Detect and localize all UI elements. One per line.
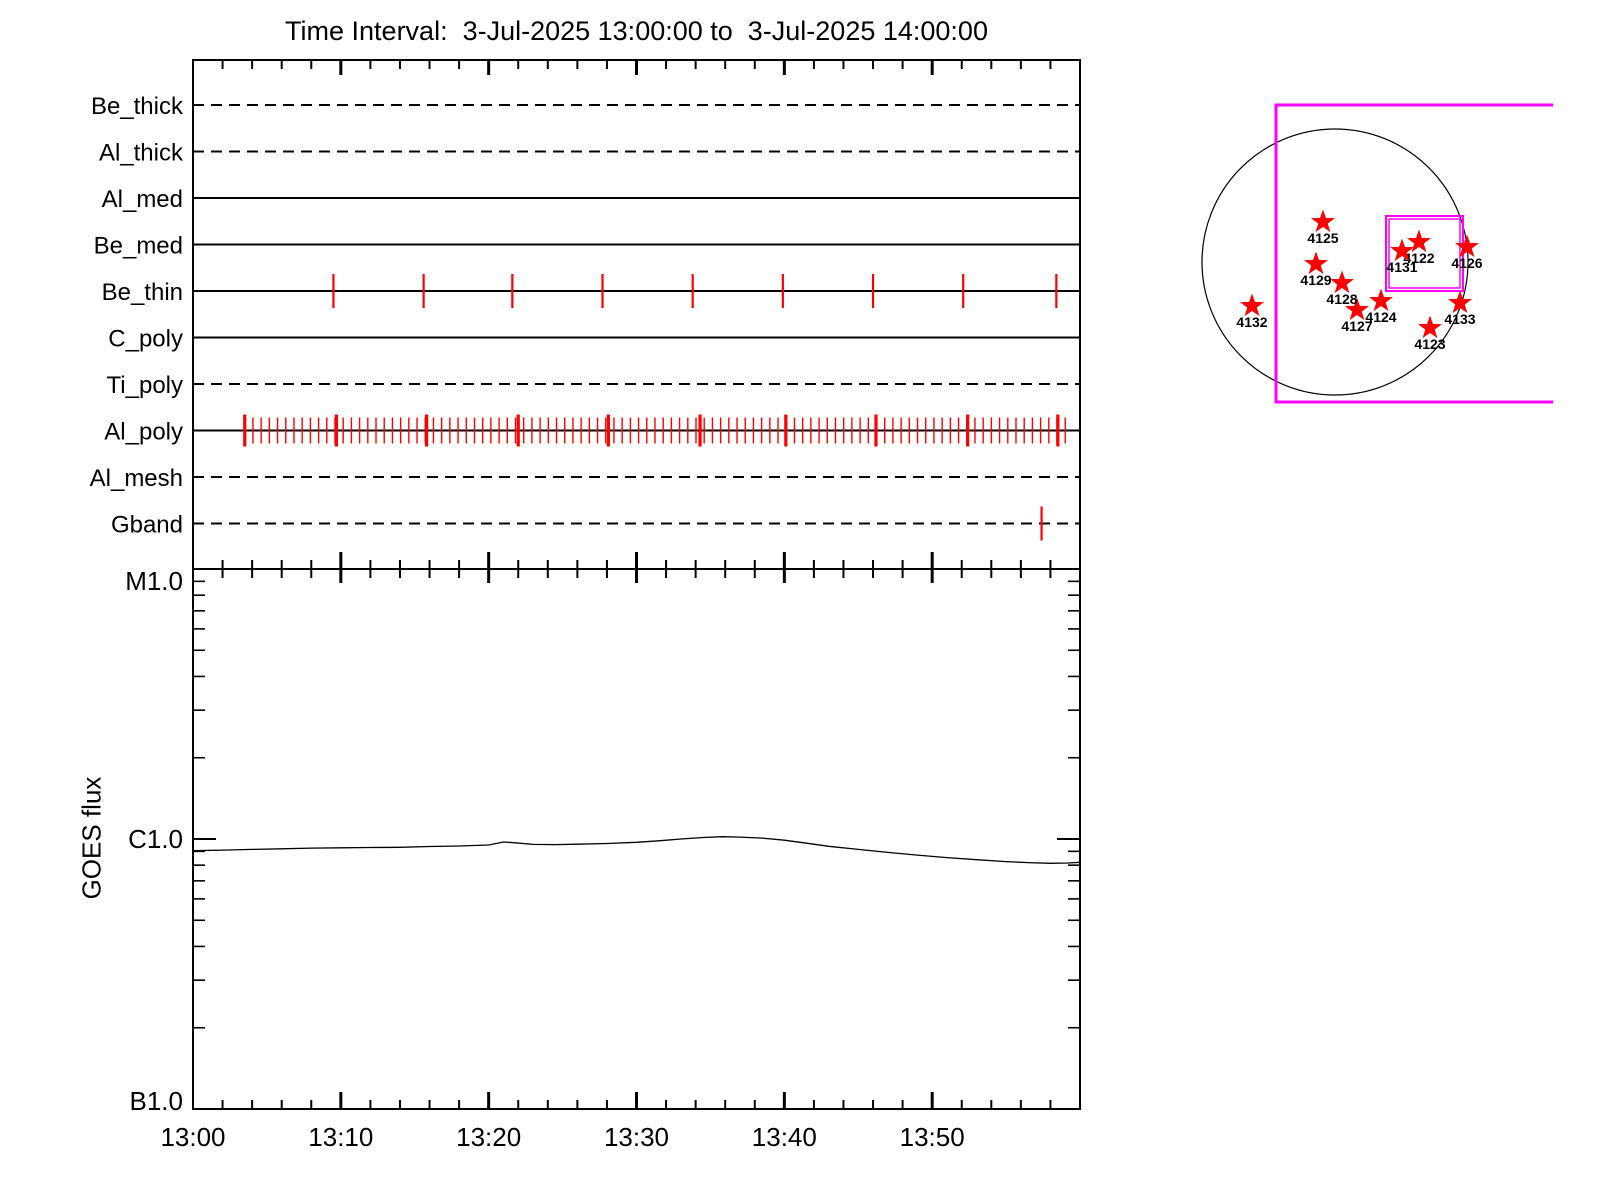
filter-row-label-Al_poly: Al_poly: [104, 419, 183, 446]
goes-y-tick-label-C1.0: C1.0: [128, 824, 183, 854]
active-region-label-4133: 4133: [1444, 311, 1475, 327]
plot-title: Time Interval: 3-Jul-2025 13:00:00 to 3-…: [285, 16, 988, 46]
active-region-star-4127: [1345, 297, 1369, 321]
active-region-label-4129: 4129: [1300, 272, 1331, 288]
filter-row-label-Be_thick: Be_thick: [91, 93, 184, 120]
sub-fov-rectangle-inner: [1388, 218, 1461, 289]
active-region-star-4133: [1448, 290, 1472, 314]
active-region-label-4122: 4122: [1403, 250, 1434, 266]
filter-row-label-Gband: Gband: [111, 512, 183, 539]
goes-x-tick-label-1350: 13:50: [900, 1122, 965, 1152]
goes-y-tick-label-B1.0: B1.0: [130, 1086, 184, 1116]
active-region-label-4125: 4125: [1307, 230, 1338, 246]
active-region-star-4125: [1311, 209, 1335, 233]
filter-row-label-Al_mesh: Al_mesh: [90, 465, 183, 492]
goes-flux-curve: [192, 836, 1081, 864]
goes-x-tick-label-1310: 13:10: [308, 1122, 373, 1152]
goes-x-tick-label-1330: 13:30: [604, 1122, 669, 1152]
active-region-label-4123: 4123: [1414, 336, 1445, 352]
active-region-star-4124: [1369, 288, 1393, 312]
fov-rectangle: [1274, 103, 1553, 404]
active-region-star-4126: [1455, 234, 1479, 258]
active-region-label-4132: 4132: [1236, 314, 1267, 330]
active-region-star-4123: [1418, 315, 1442, 339]
goes-y-tick-label-M1.0: M1.0: [125, 566, 183, 596]
active-region-star-4129: [1304, 251, 1328, 275]
active-region-label-4128: 4128: [1326, 291, 1357, 307]
active-region-star-4132: [1240, 293, 1264, 317]
filter-row-label-Al_med: Al_med: [102, 186, 183, 213]
active-region-label-4131: 4131: [1386, 259, 1417, 275]
active-region-star-4128: [1330, 270, 1354, 294]
goes-plot-frame: [192, 568, 1081, 1110]
active-region-star-4122: [1407, 229, 1431, 253]
goes-x-tick-label-1340: 13:40: [752, 1122, 817, 1152]
active-region-label-4124: 4124: [1365, 309, 1396, 325]
solar-disk-limb: [1201, 128, 1469, 396]
filter-row-label-Ti_poly: Ti_poly: [107, 372, 183, 399]
filter-timeline-frame: [192, 59, 1081, 570]
filter-row-label-Be_med: Be_med: [94, 233, 183, 260]
active-region-label-4126: 4126: [1451, 255, 1482, 271]
active-region-star-4131: [1390, 238, 1414, 262]
filter-row-label-Be_thin: Be_thin: [102, 279, 183, 306]
goes-x-tick-label-1300: 13:00: [160, 1122, 225, 1152]
active-region-label-4127: 4127: [1341, 318, 1372, 334]
filter-row-label-Al_thick: Al_thick: [99, 140, 184, 167]
goes-x-tick-label-1320: 13:20: [456, 1122, 521, 1152]
filter-row-label-C_poly: C_poly: [108, 326, 183, 353]
